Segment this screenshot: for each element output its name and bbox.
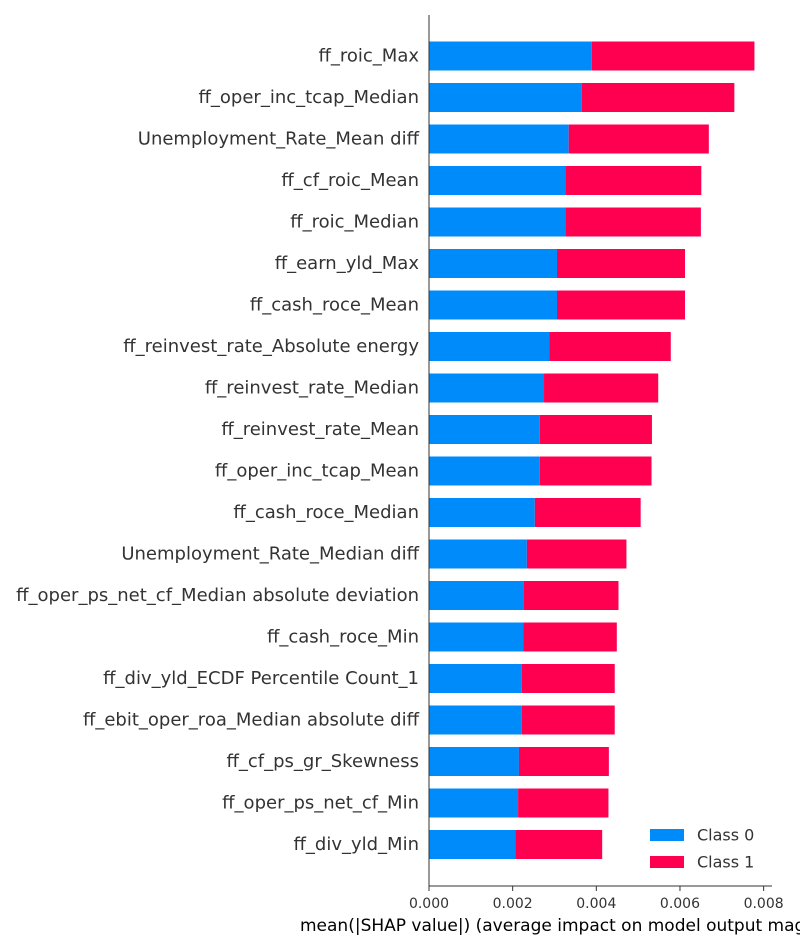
bar-class-1 xyxy=(526,539,627,569)
bar-class-1 xyxy=(518,747,609,776)
feature-label: ff_reinvest_rate_Mean xyxy=(221,419,419,440)
x-tick-label: 0.006 xyxy=(660,896,700,912)
bar-class-0 xyxy=(429,41,592,71)
x-axis-ticks: 0.000 0.002 0.004 0.006 0.008 xyxy=(409,886,784,912)
legend: Class 0 Class 1 xyxy=(650,826,754,872)
bar-class-0 xyxy=(429,83,582,112)
bar-class-1 xyxy=(565,207,701,237)
feature-label: ff_ebit_oper_roa_Median absolute diff xyxy=(83,710,420,731)
feature-label: ff_earn_yld_Max xyxy=(275,253,420,274)
feature-label: ff_cf_roic_Mean xyxy=(281,170,419,191)
x-tick-label: 0.002 xyxy=(493,896,533,912)
bar-class-0 xyxy=(429,456,540,486)
legend-label: Class 1 xyxy=(697,853,754,872)
feature-label: ff_oper_ps_net_cf_Median absolute deviat… xyxy=(16,585,419,606)
feature-label: ff_div_yld_ECDF Percentile Count_1 xyxy=(103,668,419,689)
bar-class-1 xyxy=(521,664,615,693)
bar-class-1 xyxy=(549,332,671,361)
bar-class-0 xyxy=(429,373,545,403)
feature-label: ff_reinvest_rate_Absolute energy xyxy=(123,336,419,357)
bar-class-1 xyxy=(518,788,609,818)
feature-label: ff_roic_Max xyxy=(318,46,419,67)
bar-class-1 xyxy=(521,705,615,735)
bar-class-1 xyxy=(544,373,659,403)
feature-label: ff_cash_roce_Mean xyxy=(250,295,419,316)
feature-label: ff_cash_roce_Median xyxy=(233,502,419,523)
feature-label: ff_roic_Median xyxy=(290,212,419,233)
x-tick-label: 0.004 xyxy=(576,896,616,912)
bar-class-0 xyxy=(429,622,524,652)
bar-class-1 xyxy=(556,249,685,278)
bar-class-1 xyxy=(565,166,702,195)
legend-label: Class 0 xyxy=(697,826,754,845)
bar-class-1 xyxy=(539,456,652,486)
bar-class-1 xyxy=(523,581,619,610)
bar-class-0 xyxy=(429,124,569,154)
bar-class-0 xyxy=(429,539,527,569)
bar-class-1 xyxy=(523,622,617,652)
feature-label: ff_oper_inc_tcap_Mean xyxy=(215,461,419,482)
x-axis-title: mean(|SHAP value|) (average impact on mo… xyxy=(300,916,800,936)
bar-class-1 xyxy=(534,498,641,527)
feature-label: ff_oper_ps_net_cf_Min xyxy=(222,793,419,814)
bar-class-0 xyxy=(429,498,535,527)
feature-label: Unemployment_Rate_Median diff xyxy=(121,544,419,565)
bar-class-1 xyxy=(581,83,735,112)
x-tick-label: 0.008 xyxy=(744,896,784,912)
bar-class-0 xyxy=(429,705,522,735)
bar-class-0 xyxy=(429,290,557,320)
x-tick-label: 0.000 xyxy=(409,896,449,912)
bar-class-0 xyxy=(429,747,519,776)
bar-class-0 xyxy=(429,788,519,818)
bar-class-1 xyxy=(515,830,603,859)
bar-class-0 xyxy=(429,664,522,693)
bar-class-0 xyxy=(429,332,550,361)
bar-class-0 xyxy=(429,581,524,610)
bar-class-1 xyxy=(568,124,709,154)
feature-label: ff_cash_roce_Min xyxy=(267,627,419,648)
feature-label: ff_oper_inc_tcap_Median xyxy=(199,87,420,108)
legend-swatch-class-0 xyxy=(650,829,684,841)
bar-class-0 xyxy=(429,249,557,278)
feature-label: ff_reinvest_rate_Median xyxy=(205,378,419,399)
bar-class-1 xyxy=(539,415,652,444)
bar-class-0 xyxy=(429,415,540,444)
legend-swatch-class-1 xyxy=(650,856,684,868)
bar-class-1 xyxy=(556,290,685,320)
bar-class-1 xyxy=(591,41,755,71)
feature-labels: ff_roic_Max ff_oper_inc_tcap_Median Unempl… xyxy=(16,46,419,856)
bar-class-0 xyxy=(429,166,566,195)
feature-label: ff_div_yld_Min xyxy=(294,834,420,855)
feature-label: Unemployment_Rate_Mean diff xyxy=(138,129,420,150)
feature-label: ff_cf_ps_gr_Skewness xyxy=(226,751,419,772)
bar-area xyxy=(429,41,755,859)
bar-class-0 xyxy=(429,830,516,859)
bar-class-0 xyxy=(429,207,566,237)
